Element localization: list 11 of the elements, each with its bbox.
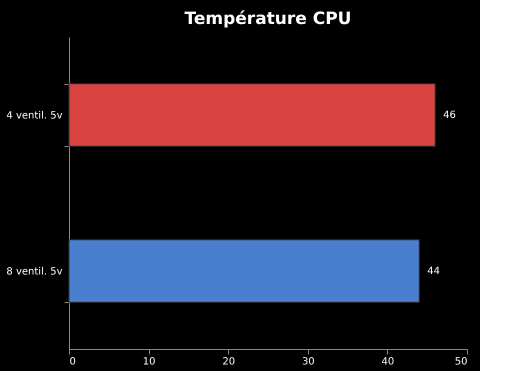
chart-title: Température CPU bbox=[184, 9, 352, 29]
x-tick-label: 30 bbox=[302, 356, 315, 368]
data-label: 46 bbox=[443, 110, 456, 121]
y-tick-label: 4 ventil. 5v bbox=[6, 110, 63, 122]
x-tick-label: 10 bbox=[142, 356, 156, 368]
x-tick-label: 20 bbox=[222, 356, 236, 368]
y-tick-label: 8 ventil. 5v bbox=[6, 266, 63, 278]
x-tick-label: 0 bbox=[70, 356, 76, 368]
data-label: 44 bbox=[427, 266, 440, 277]
x-tick-label: 50 bbox=[454, 356, 468, 368]
x-tick-label: 40 bbox=[382, 356, 394, 368]
